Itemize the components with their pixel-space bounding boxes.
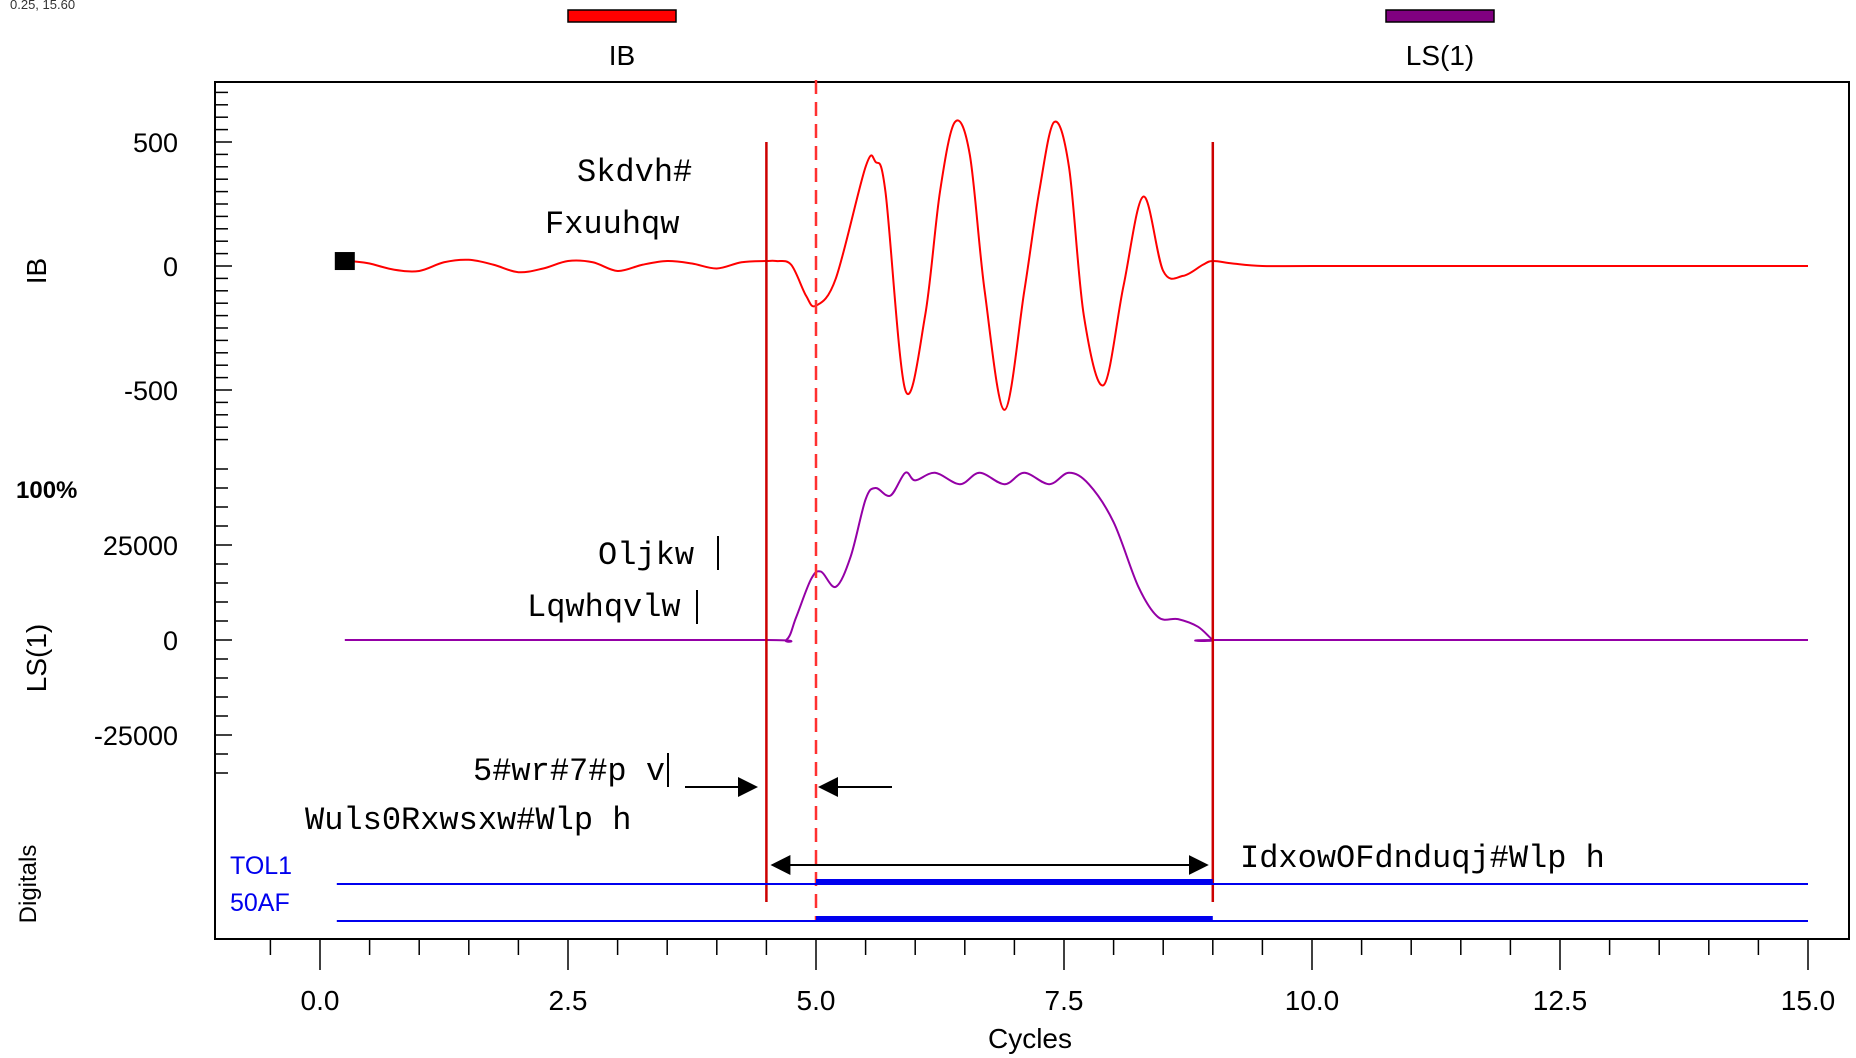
y-axis-ls: 25000 0 -25000 xyxy=(94,468,232,774)
y-tick-label: 500 xyxy=(133,128,178,158)
y-axis-title-digitals: Digitals xyxy=(15,845,42,924)
legend-swatch-ib xyxy=(567,9,677,23)
x-tick-label: 2.5 xyxy=(549,985,588,1016)
traces xyxy=(344,119,1808,643)
annotation-light-intensity-1: Oljkw xyxy=(598,537,694,574)
y-axis-ib: 500 0 -500 xyxy=(124,91,232,441)
event-markers xyxy=(765,80,1215,922)
x-axis-title: Cycles xyxy=(988,1023,1072,1054)
legend: IB LS(1) xyxy=(567,9,1495,71)
x-tick-label: 7.5 xyxy=(1045,985,1084,1016)
y-tick-label: 0 xyxy=(163,626,178,656)
legend-label-ib: IB xyxy=(609,40,635,71)
arrows xyxy=(685,777,1209,875)
digital-label: 50AF xyxy=(230,889,290,917)
legend-label-ls: LS(1) xyxy=(1406,40,1474,71)
x-tick-label: 15.0 xyxy=(1781,985,1836,1016)
x-tick-label: 10.0 xyxy=(1285,985,1340,1016)
annotation-phase-current-1: Skdvh# xyxy=(577,154,692,191)
x-axis: 0.0 2.5 5.0 7.5 10.0 12.5 15.0 xyxy=(269,939,1836,1016)
annotation-pickup-delay: 5#wr#7#p v xyxy=(473,753,665,790)
annotation-light-intensity-2: Lqwhqvlw xyxy=(527,589,681,626)
cursor-readout: 0.25, 15.60 xyxy=(10,0,75,12)
annotation-fault-clearing-time: IdxowOFdnduqj#Wlp h xyxy=(1240,840,1605,877)
annotation-trip-output-time: Wuls0Rxwsxw#Wlp h xyxy=(305,802,631,839)
digital-label: TOL1 xyxy=(230,852,292,880)
annotations: Skdvh# Fxuuhqw Oljkw Lqwhqvlw 5#wr#7#p v… xyxy=(305,154,1605,877)
y-tick-label: 25000 xyxy=(103,531,178,561)
x-tick-label: 0.0 xyxy=(301,985,340,1016)
y-axis-title-ib: IB xyxy=(21,258,52,284)
x-tick-label: 12.5 xyxy=(1533,985,1588,1016)
series-line-ls xyxy=(344,471,1808,643)
digital-channels: TOL1 50AF xyxy=(230,852,1808,922)
y-axis-title-ls: LS(1) xyxy=(21,624,52,692)
start-marker xyxy=(334,252,355,271)
y-tick-label: -500 xyxy=(124,376,178,406)
annotation-phase-current-2: Fxuuhqw xyxy=(545,206,679,243)
plot-frame xyxy=(214,81,1850,940)
x-tick-label: 5.0 xyxy=(797,985,836,1016)
y-tick-label: -25000 xyxy=(94,721,178,751)
y-tick-label: 0 xyxy=(163,252,178,282)
series-line-ib xyxy=(344,119,1808,411)
legend-swatch-ls xyxy=(1385,9,1495,23)
percent-label: 100% xyxy=(16,477,77,504)
